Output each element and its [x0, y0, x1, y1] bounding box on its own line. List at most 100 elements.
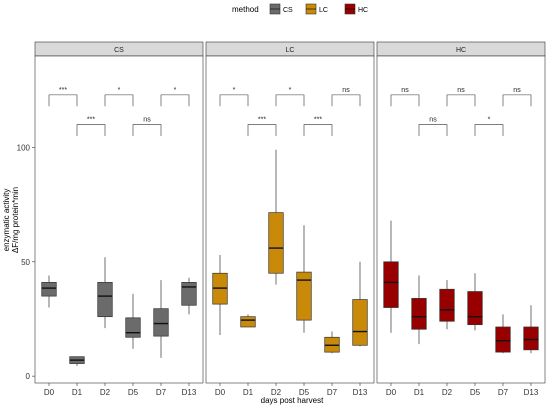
significance-label: *** — [258, 117, 266, 124]
legend: method CS LC HC — [232, 3, 368, 15]
panel-frame — [205, 55, 375, 384]
box-d0 — [383, 220, 399, 333]
box-body — [296, 271, 312, 321]
y-axis: 0 50 100 — [17, 143, 35, 381]
box-d5 — [467, 273, 483, 331]
box-body — [240, 316, 256, 328]
box-body — [411, 298, 427, 330]
box-d7 — [153, 280, 169, 358]
x-tick-label: D1 — [72, 388, 83, 397]
box-d0 — [41, 275, 57, 308]
x-tick-label: D2 — [100, 388, 111, 397]
panel-title: CS — [114, 47, 124, 54]
x-tick-label: D13 — [182, 388, 197, 397]
significance-label: * — [233, 87, 236, 94]
significance-bracket — [48, 94, 78, 107]
panel-lc: LC D0 D1 D2 D5 D7 D13 * * ns *** *** — [205, 41, 375, 397]
box-d2 — [268, 149, 284, 285]
box-body — [383, 261, 399, 308]
significance-label: ns — [143, 117, 151, 124]
box-body — [467, 291, 483, 326]
legend-label: CS — [283, 7, 293, 14]
significance-label: ns — [401, 87, 409, 94]
x-tick-label: D0 — [386, 388, 397, 397]
box-body — [41, 282, 57, 297]
box-d5 — [296, 225, 312, 333]
significance-bracket — [104, 94, 134, 107]
significance-bracket — [474, 124, 504, 137]
significance-label: * — [488, 117, 491, 124]
box-d1 — [240, 314, 256, 328]
y-tick-label: 100 — [17, 143, 31, 152]
significance-bracket — [247, 124, 277, 137]
significance-label: * — [174, 87, 177, 94]
panel-title: LC — [286, 47, 295, 54]
x-tick-label: D0 — [215, 388, 226, 397]
significance-bracket — [502, 94, 532, 107]
significance-bracket — [418, 124, 448, 137]
x-tick-label: D2 — [271, 388, 282, 397]
x-tick-label: D7 — [498, 388, 509, 397]
box-body — [523, 326, 539, 351]
x-tick-label: D2 — [442, 388, 453, 397]
panel-frame — [34, 55, 204, 384]
significance-label: *** — [87, 117, 95, 124]
box-body — [97, 282, 113, 318]
x-tick-label: D5 — [128, 388, 139, 397]
box-body — [352, 299, 368, 346]
x-tick-label: D0 — [44, 388, 55, 397]
significance-bracket — [275, 94, 305, 107]
x-tick-label: D5 — [470, 388, 481, 397]
significance-label: ns — [457, 87, 465, 94]
box-d7 — [495, 314, 511, 354]
significance-bracket — [132, 124, 162, 137]
box-d2 — [97, 257, 113, 329]
y-tick-label: 0 — [26, 372, 31, 381]
significance-bracket — [219, 94, 249, 107]
panel-title: HC — [456, 47, 466, 54]
box-body — [125, 317, 141, 338]
box-d0 — [212, 254, 228, 335]
x-tick-label: D7 — [327, 388, 338, 397]
box-d1 — [69, 356, 85, 366]
box-body — [495, 326, 511, 353]
significance-bracket — [303, 124, 333, 137]
x-tick-label: D1 — [243, 388, 254, 397]
x-axis-label: days post harvest — [261, 396, 324, 405]
significance-label: *** — [59, 87, 67, 94]
significance-bracket — [160, 94, 190, 107]
significance-label: * — [289, 87, 292, 94]
box-body — [268, 212, 284, 274]
significance-label: ns — [342, 87, 350, 94]
significance-label: ns — [513, 87, 521, 94]
box-d1 — [411, 275, 427, 345]
significance-label: *** — [314, 117, 322, 124]
x-tick-label: D1 — [414, 388, 425, 397]
panel-hc: HC D0 D1 D2 D5 D7 D13 ns ns ns ns * — [376, 41, 546, 397]
x-tick-label: D5 — [299, 388, 310, 397]
y-axis-label: enzymatic activity — [2, 189, 11, 252]
significance-bracket — [446, 94, 476, 107]
x-tick-label: D7 — [156, 388, 167, 397]
significance-bracket — [76, 124, 106, 137]
significance-label: * — [118, 87, 121, 94]
y-axis-label-unit: ΔF/mg protein*min — [11, 187, 20, 253]
legend-title: method — [232, 5, 259, 14]
x-tick-label: D13 — [524, 388, 539, 397]
significance-label: ns — [429, 117, 437, 124]
box-d7 — [324, 331, 340, 354]
x-tick-label: D13 — [353, 388, 368, 397]
box-body — [181, 282, 197, 306]
legend-label: HC — [358, 7, 368, 14]
panel-frame — [376, 55, 546, 384]
significance-bracket — [331, 94, 361, 107]
y-tick-label: 50 — [21, 258, 30, 267]
box-d13 — [181, 277, 197, 315]
box-d2 — [439, 280, 455, 330]
box-body — [153, 308, 169, 337]
legend-label: LC — [319, 7, 328, 14]
box-body — [439, 288, 455, 322]
